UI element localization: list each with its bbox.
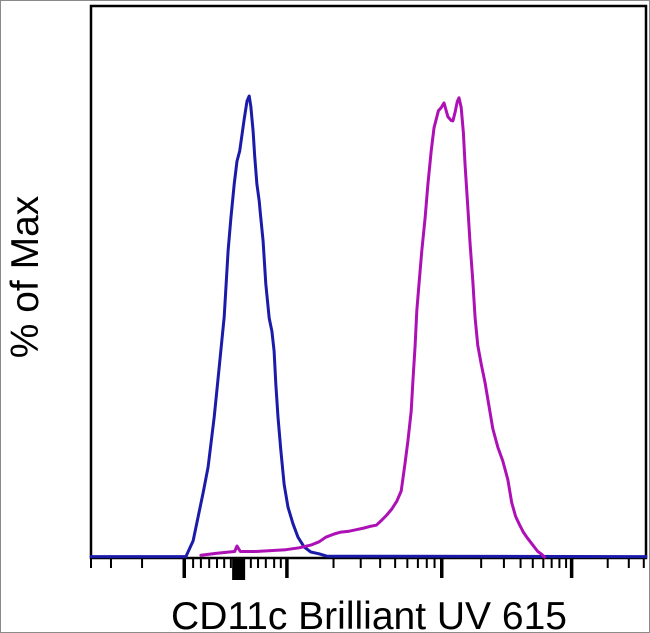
- plot-border: [89, 4, 648, 560]
- magenta-curve: [199, 96, 546, 559]
- blue-curve: [89, 94, 648, 559]
- y-axis-label: % of Max: [4, 195, 47, 359]
- x-axis-label: CD11c Brilliant UV 615: [171, 595, 567, 633]
- x-tick-zero-cluster: [232, 559, 246, 580]
